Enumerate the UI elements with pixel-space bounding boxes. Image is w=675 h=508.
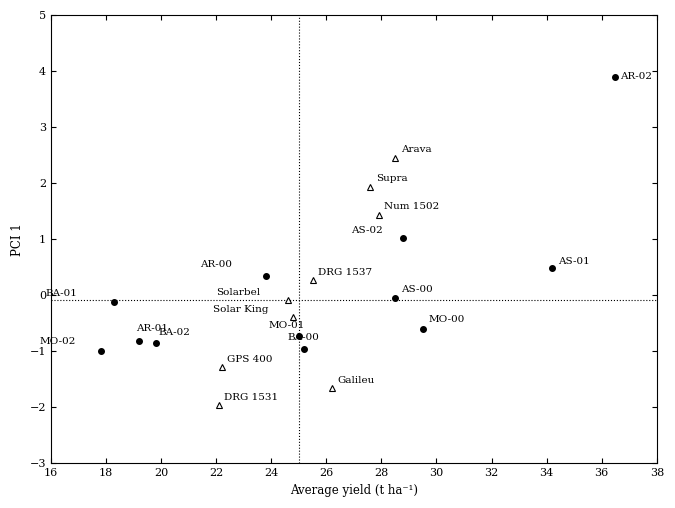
Text: AS-00: AS-00 xyxy=(401,284,433,294)
Text: DRG 1531: DRG 1531 xyxy=(225,393,279,402)
Text: AR-00: AR-00 xyxy=(200,260,232,269)
Text: DRG 1537: DRG 1537 xyxy=(318,268,372,277)
Text: Galileu: Galileu xyxy=(338,376,375,385)
Text: AS-02: AS-02 xyxy=(351,227,383,235)
Text: AR-01: AR-01 xyxy=(136,324,168,333)
Text: Solar King: Solar King xyxy=(213,305,269,314)
Text: BA-01: BA-01 xyxy=(45,289,78,298)
Y-axis label: PCI 1: PCI 1 xyxy=(11,223,24,256)
Text: GPS 400: GPS 400 xyxy=(227,355,273,364)
Text: BA-00: BA-00 xyxy=(288,333,320,342)
Text: MO-02: MO-02 xyxy=(40,337,76,346)
Text: Num 1502: Num 1502 xyxy=(384,202,439,211)
X-axis label: Average yield (t ha⁻¹): Average yield (t ha⁻¹) xyxy=(290,484,418,497)
Text: MO-01: MO-01 xyxy=(269,321,305,330)
Text: AS-01: AS-01 xyxy=(558,257,589,266)
Text: Solarbel: Solarbel xyxy=(216,288,261,297)
Text: AR-02: AR-02 xyxy=(620,72,651,81)
Text: Supra: Supra xyxy=(376,174,408,183)
Text: Arava: Arava xyxy=(401,145,431,153)
Text: BA-02: BA-02 xyxy=(159,328,190,337)
Text: MO-00: MO-00 xyxy=(428,315,464,325)
